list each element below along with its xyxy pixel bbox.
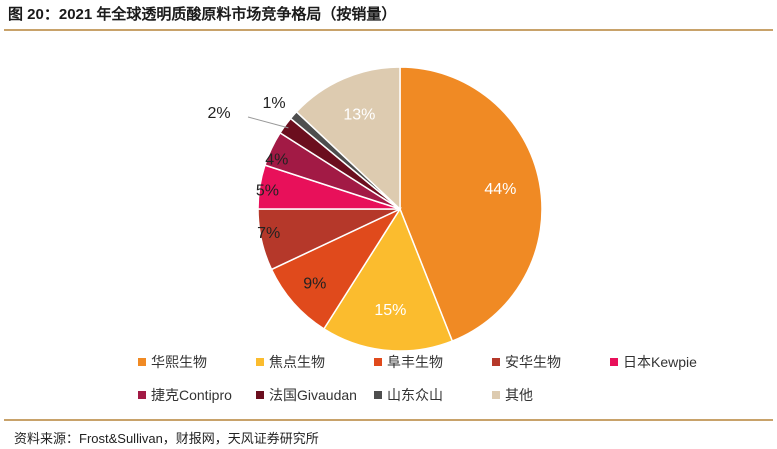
pie-slice [322,207,454,352]
legend-swatch [138,358,146,366]
pie-slice [399,66,543,343]
pie-slice-label: 4% [265,152,288,169]
pie-slice-label: 1% [262,95,285,112]
legend-swatch [374,358,382,366]
legend-item: 其他 [492,385,610,405]
legend-swatch [610,358,618,366]
pie-slice-label: 5% [256,182,279,199]
legend-swatch [256,358,264,366]
legend-item: 山东众山 [374,385,492,405]
legend-label: 其他 [505,387,533,403]
legend-item: 焦点生物 [256,352,374,372]
legend-item: 安华生物 [492,352,610,372]
top-rule [4,29,773,31]
pie-slice-label: 2% [207,105,230,122]
pie-slice [270,207,403,330]
legend: 华熙生物 焦点生物 阜丰生物 安华生物 日本Kewpie 捷克Contipro 法国Giva… [138,352,738,405]
legend-label: 阜丰生物 [387,354,443,370]
pie-slice-label: 9% [303,275,326,292]
legend-item: 捷克Contipro [138,385,256,405]
figure-title: 图 20：2021 年全球透明质酸原料市场竞争格局（按销量） [8,6,397,23]
legend-label: 捷克Contipro [151,387,232,403]
pie-slice-label: 13% [343,106,375,123]
legend-swatch [374,391,382,399]
legend-label: 安华生物 [505,354,561,370]
legend-swatch [492,391,500,399]
legend-item: 日本Kewpie [610,352,730,372]
legend-swatch [492,358,500,366]
pie-slice [295,66,401,211]
legend-swatch [256,391,264,399]
legend-label: 华熙生物 [151,354,207,370]
legend-swatch [138,391,146,399]
legend-label: 日本Kewpie [623,354,697,370]
bottom-rule [4,419,773,421]
pie-slice-label: 44% [484,181,516,198]
legend-label: 法国Givaudan [269,387,357,403]
leader-line [247,116,289,129]
pie-slice-label: 15% [374,302,406,319]
legend-label: 山东众山 [387,387,443,403]
legend-item: 阜丰生物 [374,352,492,372]
source-note: 资料来源：Frost&Sullivan，财报网，天风证券研究所 [14,431,319,446]
pie-slice-label: 7% [257,225,280,242]
legend-item: 法国Givaudan [256,385,374,405]
legend-label: 焦点生物 [269,354,325,370]
legend-item: 华熙生物 [138,352,256,372]
